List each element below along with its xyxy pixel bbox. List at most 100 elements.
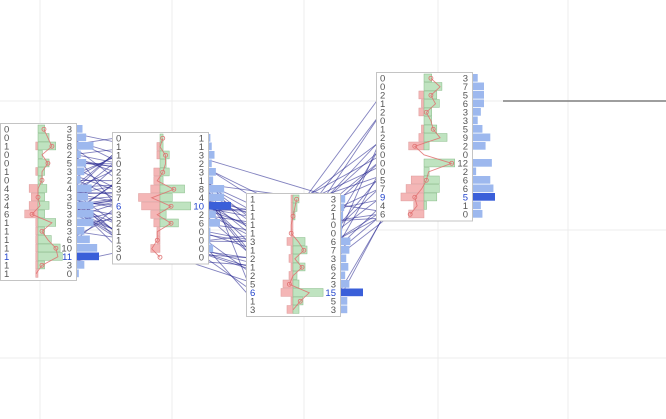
delta-marker-0 (160, 135, 166, 141)
ask-label-0: 3 (463, 74, 468, 85)
bid-label-9: 2 (250, 271, 255, 282)
bid-cell-10 (153, 218, 161, 228)
delta-marker-12 (423, 177, 429, 183)
bid-label-10: 2 (116, 219, 121, 230)
bid-label-2: 1 (116, 151, 121, 162)
ask-label-0: 3 (67, 125, 72, 136)
delta-marker-6 (171, 186, 177, 192)
bid-label-1: 1 (116, 142, 121, 153)
bid-label-6: 1 (250, 246, 255, 257)
ask-label-1: 7 (463, 82, 468, 93)
delta-marker-14 (157, 254, 163, 260)
bid-label-13: 3 (250, 305, 255, 316)
delta-marker-0 (428, 75, 434, 81)
bid-cell-12 (35, 226, 39, 236)
ask-cell-2 (423, 90, 438, 100)
delta-marker-12 (39, 228, 45, 234)
delta-marker-14 (53, 245, 59, 251)
volume-bar-17 (77, 269, 79, 278)
footprint-bar-3: 0 30 72 51 62 30 31 52 96 20 00 120 25 67 69 54 16 0 (376, 72, 495, 222)
volume-bar-5 (77, 167, 85, 176)
delta-polylines (29, 75, 455, 311)
volume-bar-1 (341, 203, 345, 212)
bid-label-11: 0 (380, 167, 385, 178)
bid-cell-7 (288, 254, 294, 263)
bid-cell-11 (35, 218, 39, 227)
volume-bar-6 (341, 246, 350, 254)
ask-label-4: 0 (331, 229, 336, 240)
ask-label-3: 0 (331, 220, 336, 231)
ask-label-2: 5 (463, 91, 468, 102)
ask-label-13: 6 (463, 184, 468, 195)
bid-cell-2 (156, 150, 161, 160)
bid-label-3: 0 (4, 150, 9, 161)
ask-label-7: 4 (67, 184, 72, 195)
bid-label-10: 0 (380, 159, 385, 170)
volume-bar-5 (473, 116, 478, 125)
volume-bar-11 (341, 288, 363, 297)
volume-bar-1 (473, 82, 484, 91)
ask-cell-15 (423, 201, 427, 210)
delta-path (288, 199, 311, 311)
bid-cell-2 (35, 141, 39, 151)
ask-cell-8 (292, 262, 306, 272)
delta-marker-12 (297, 298, 303, 304)
bid-label-3: 0 (116, 159, 121, 170)
ask-label-8: 10 (193, 202, 204, 213)
volume-bar-4 (77, 159, 87, 167)
bid-label-11: 1 (4, 218, 9, 229)
ask-label-11: 0 (199, 227, 204, 238)
bid-cell-1 (290, 203, 294, 212)
bid-label-16: 1 (4, 261, 9, 272)
volume-bar-13 (341, 305, 348, 314)
bid-label-8: 6 (380, 142, 385, 153)
delta-marker-8 (168, 203, 174, 209)
ask-label-7: 3 (331, 254, 336, 265)
ask-label-15: 1 (463, 201, 468, 212)
delta-marker-10 (29, 211, 35, 217)
bid-cell-14 (35, 243, 39, 253)
ask-label-4: 3 (463, 108, 468, 119)
ask-label-11: 15 (325, 288, 336, 299)
bid-label-12: 1 (4, 227, 9, 238)
delta-marker-4 (288, 230, 294, 236)
bid-label-13: 7 (380, 184, 385, 195)
ask-label-4: 3 (199, 168, 204, 179)
delta-marker-8 (412, 143, 418, 149)
ask-cell-10 (423, 158, 455, 168)
footprint-bar-0: 0 30 51 80 20 51 30 24 43 34 56 31 81 31 61 101 111 31 0 (0, 123, 99, 281)
bid-cell-0 (290, 194, 294, 204)
ask-label-2: 8 (67, 142, 72, 153)
ask-cell-13 (423, 184, 440, 193)
delta-marker-10 (449, 160, 455, 166)
bid-label-9: 3 (116, 210, 121, 221)
bid-label-0: 1 (250, 195, 255, 206)
volume-bar-10 (341, 280, 350, 288)
ask-cell-4 (37, 158, 50, 168)
delta-line-3 (407, 75, 455, 217)
bid-cell-16 (35, 260, 39, 270)
volume-bar-13 (77, 235, 90, 244)
volume-bar-9 (341, 271, 346, 280)
ask-label-9: 2 (199, 210, 204, 221)
ask-label-14: 0 (199, 253, 204, 264)
delta-marker-6 (430, 126, 436, 132)
volume-bar-9 (209, 210, 216, 219)
volume-bar-0 (209, 134, 211, 142)
ask-label-13: 0 (199, 244, 204, 255)
ask-label-13: 3 (331, 305, 336, 316)
bid-label-6: 1 (380, 125, 385, 136)
ask-label-5: 6 (331, 237, 336, 248)
bid-label-13: 3 (116, 244, 121, 255)
bid-cell-2 (418, 90, 425, 100)
bid-label-5: 2 (116, 176, 121, 187)
volume-bar-0 (473, 74, 478, 82)
volume-bar-10 (209, 219, 220, 227)
ask-label-6: 2 (67, 176, 72, 187)
volume-bar-6 (473, 125, 483, 133)
volume-bar-15 (77, 252, 99, 261)
delta-marker-8 (299, 264, 305, 270)
delta-marker-16 (39, 262, 45, 268)
ask-label-10: 3 (331, 280, 336, 291)
delta-marker-6 (39, 177, 45, 183)
